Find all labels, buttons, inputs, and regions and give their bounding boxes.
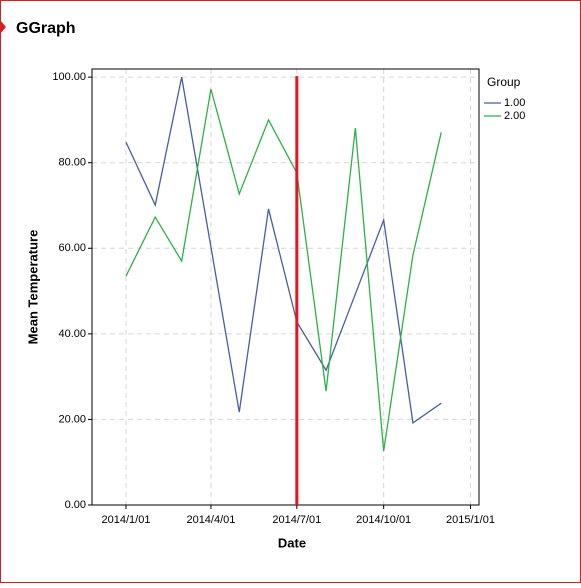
y-tick-label: 80.00 [58, 157, 86, 169]
x-tick-label: 2015/1/01 [446, 514, 495, 526]
series-line [125, 76, 442, 424]
x-axis-label: Date [278, 535, 306, 550]
y-tick-label: 60.00 [58, 242, 86, 254]
chart-title: GGraph [16, 20, 76, 37]
y-tick-label: 20.00 [58, 413, 86, 425]
x-tick-label: 2014/4/01 [186, 514, 235, 526]
legend-title: Group [487, 75, 521, 89]
x-tick-label: 2014/1/01 [102, 514, 151, 526]
marker [0, 20, 6, 34]
x-tick-label: 2014/7/01 [272, 514, 321, 526]
plot-frame [91, 68, 480, 506]
x-tick-label: 2014/10/01 [356, 514, 411, 526]
series-line [125, 88, 442, 452]
legend-label: 2.00 [504, 110, 525, 122]
y-tick-label: 40.00 [58, 328, 86, 340]
y-tick-label: 0.00 [65, 499, 86, 511]
legend-label: 1.00 [504, 97, 525, 109]
y-tick-label: 100.00 [52, 71, 86, 83]
y-axis-label: Mean Temperature [25, 230, 40, 345]
